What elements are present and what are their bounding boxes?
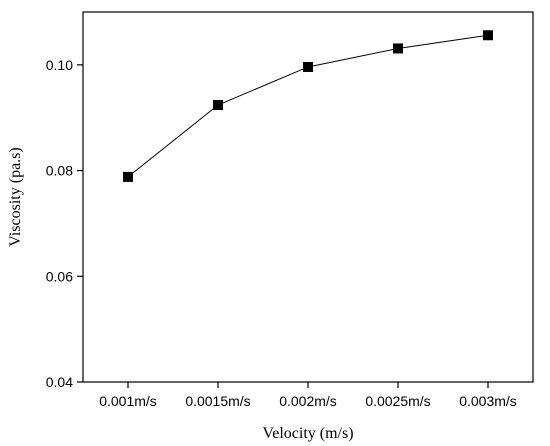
x-tick-label: 0.0015m/s xyxy=(185,393,250,409)
x-axis: 0.001m/s 0.0015m/s 0.002m/s 0.0025m/s 0.003m… xyxy=(99,382,517,409)
y-tick-label: 0.04 xyxy=(46,374,73,390)
data-point-marker xyxy=(393,43,403,54)
y-tick-label: 0.06 xyxy=(46,268,73,284)
x-tick-label: 0.0025m/s xyxy=(365,393,430,409)
data-point-marker xyxy=(213,100,223,111)
series-line xyxy=(127,34,489,178)
y-tick-label: 0.08 xyxy=(46,163,73,179)
x-tick-label: 0.001m/s xyxy=(99,393,157,409)
x-tick-label: 0.002m/s xyxy=(279,393,337,409)
x-axis-title: Velocity (m/s) xyxy=(262,425,353,442)
y-tick-label: 0.10 xyxy=(46,57,73,73)
data-point-marker xyxy=(123,171,133,182)
data-point-marker xyxy=(483,30,493,41)
y-axis-title: Viscosity (pa.s) xyxy=(7,147,24,246)
y-axis: 0.04 0.06 0.08 0.10 xyxy=(46,57,83,390)
data-point-marker xyxy=(303,61,313,72)
x-tick-label: 0.003m/s xyxy=(459,393,517,409)
series-layer xyxy=(123,30,493,182)
